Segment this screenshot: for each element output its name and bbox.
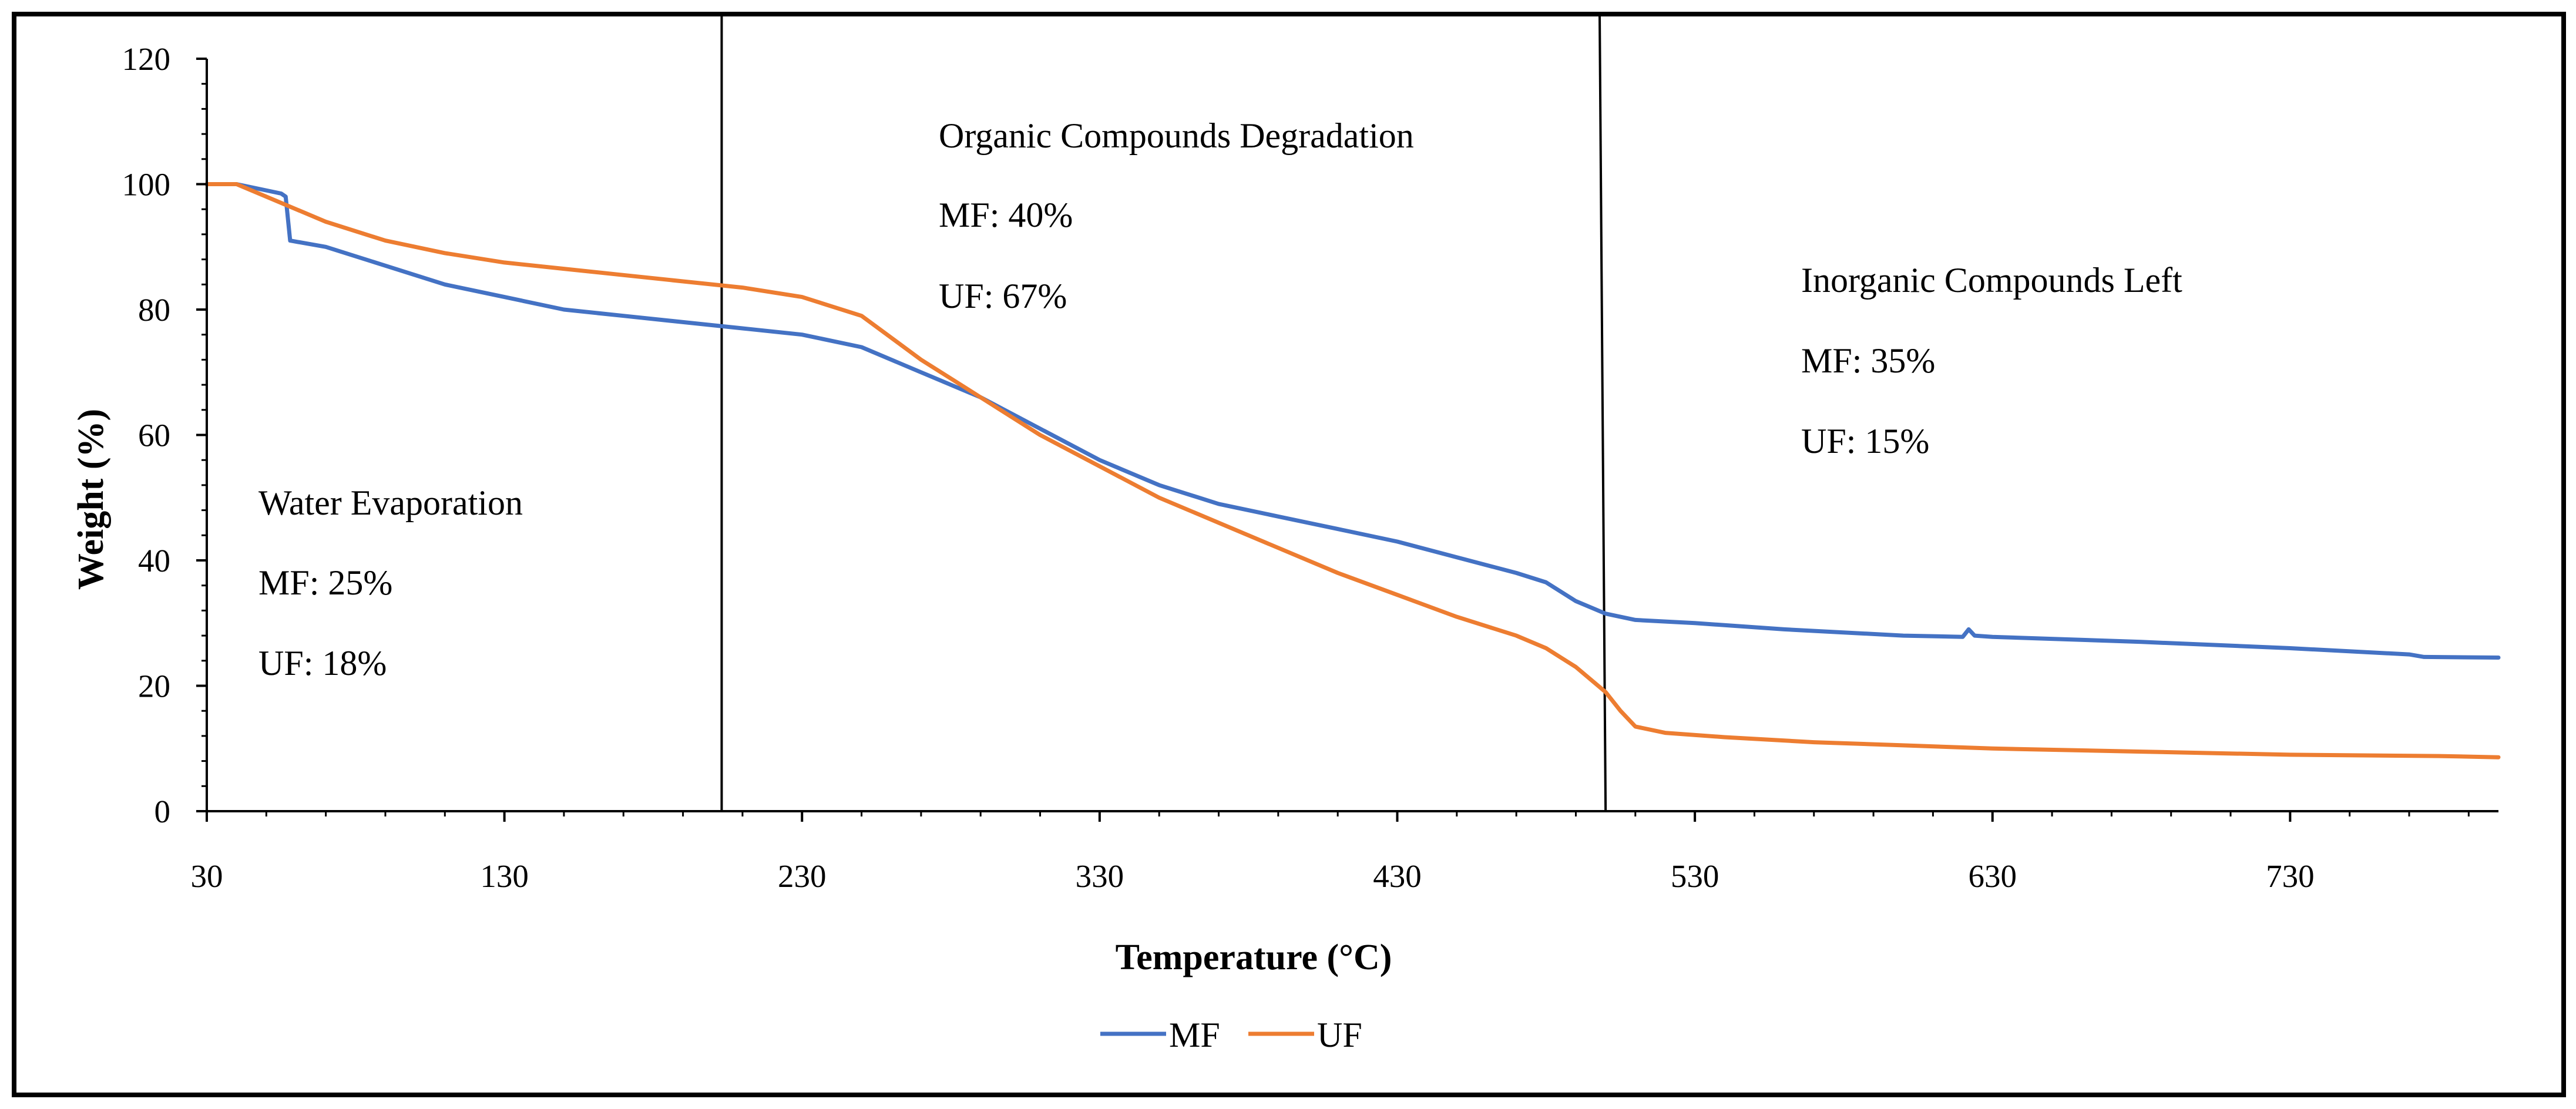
x-axis-title: Temperature (°C) (1116, 937, 1392, 977)
axes: 0 20 40 60 80 100 120 30 130 230 330 430 530 630 730 (122, 41, 2498, 894)
x-tick-label: 130 (480, 858, 529, 894)
region-title-inorganic: Inorganic Compounds Left (1801, 261, 2182, 300)
x-tick-label: 630 (1968, 858, 2017, 894)
region-uf-organic: UF: 67% (939, 277, 1067, 315)
legend-label-uf: UF (1317, 1016, 1362, 1054)
region-uf-water: UF: 18% (258, 644, 387, 683)
region-title-water: Water Evaporation (258, 483, 523, 522)
y-tick-label: 80 (138, 292, 170, 328)
y-axis-title: Weight (%) (71, 409, 111, 590)
region-organic-degradation: Organic Compounds Degradation MF: 40% UF… (939, 116, 1414, 315)
region-dividers (720, 14, 1607, 812)
region-uf-inorganic: UF: 15% (1801, 422, 1929, 461)
region-mf-organic: MF: 40% (939, 196, 1073, 234)
region-mf-water: MF: 25% (258, 563, 392, 602)
series-lines (204, 182, 2501, 760)
region-divider-2 (1598, 14, 1607, 812)
y-tick-label: 100 (122, 167, 171, 203)
x-tick-label: 730 (2266, 858, 2315, 894)
y-tick-label: 60 (138, 418, 170, 453)
y-tick-label: 120 (122, 41, 171, 77)
x-tick-label: 330 (1076, 858, 1124, 894)
series-line-uf (204, 182, 2501, 760)
region-inorganic-left: Inorganic Compounds Left MF: 35% UF: 15% (1801, 261, 2182, 461)
region-mf-inorganic: MF: 35% (1801, 341, 1935, 380)
region-water-evaporation: Water Evaporation MF: 25% UF: 18% (258, 483, 523, 683)
y-tick-label: 40 (138, 543, 170, 579)
region-title-organic: Organic Compounds Degradation (939, 116, 1414, 155)
x-tick-label: 230 (778, 858, 827, 894)
y-tick-label: 20 (138, 668, 170, 704)
legend-label-mf: MF (1169, 1016, 1220, 1054)
legend: MF UF (1100, 1016, 1362, 1054)
x-tick-label: 30 (191, 858, 223, 894)
x-tick-label: 530 (1671, 858, 1719, 894)
y-tick-label: 0 (155, 794, 171, 829)
x-tick-label: 430 (1373, 858, 1422, 894)
series-line-mf (204, 182, 2501, 660)
